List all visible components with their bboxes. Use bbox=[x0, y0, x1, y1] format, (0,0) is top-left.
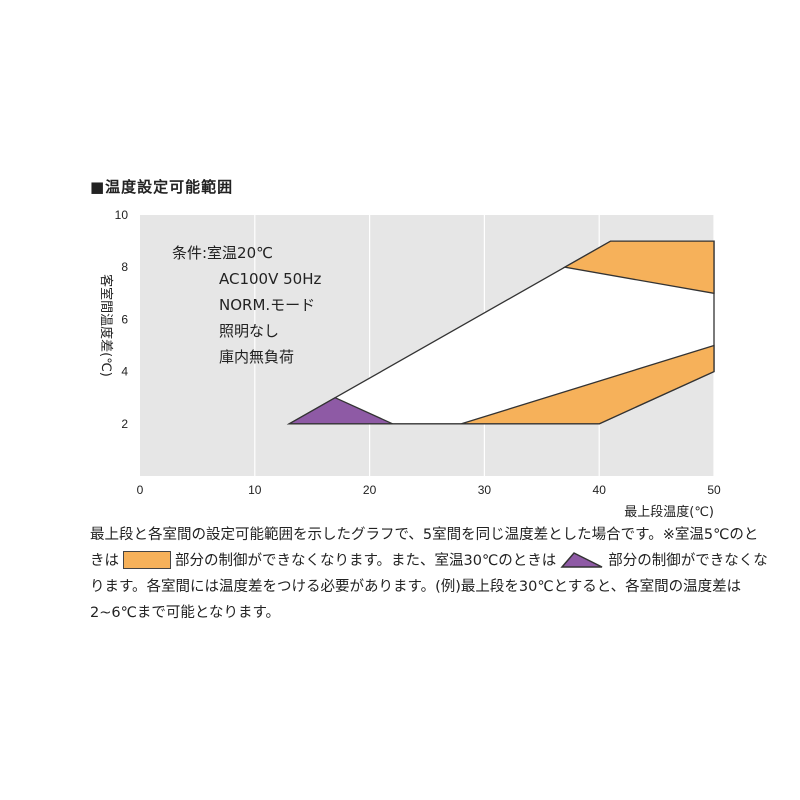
regions bbox=[286, 240, 715, 425]
y-axis-label: 客室間温度差(℃) bbox=[98, 274, 114, 377]
x-tick-50: 50 bbox=[707, 483, 721, 497]
region-orange-1 bbox=[562, 240, 715, 295]
x-tick-30: 30 bbox=[478, 483, 492, 497]
x-tick-0: 0 bbox=[137, 483, 144, 497]
tick-labels: 0 10 20 30 40 50 2 4 6 8 10 bbox=[115, 208, 721, 497]
y-tick-10: 10 bbox=[115, 208, 129, 222]
orange-swatch bbox=[123, 551, 171, 569]
y-tick-4: 4 bbox=[121, 365, 128, 379]
x-tick-10: 10 bbox=[248, 483, 262, 497]
y-tick-6: 6 bbox=[121, 312, 128, 326]
condition-line-0: 条件:室温20℃ bbox=[172, 244, 273, 262]
x-axis-label: 最上段温度(℃) bbox=[624, 504, 714, 520]
chart-title: ■温度設定可能範囲 bbox=[90, 178, 234, 196]
purple-swatch bbox=[560, 552, 603, 568]
y-tick-2: 2 bbox=[121, 417, 128, 431]
condition-line-4: 庫内無負荷 bbox=[219, 348, 294, 366]
region-purple-3 bbox=[286, 396, 393, 425]
caption-part2: 部分の制御ができなくなります。また、室温30℃のときは bbox=[175, 553, 557, 569]
condition-line-1: AC100V 50Hz bbox=[219, 270, 321, 288]
y-tick-8: 8 bbox=[121, 260, 128, 274]
condition-line-2: NORM.モード bbox=[219, 296, 315, 314]
x-tick-40: 40 bbox=[593, 483, 607, 497]
condition-line-3: 照明なし bbox=[219, 322, 279, 340]
caption-part3: 部分の制御ができなくなります。各室間には温度差をつける必要があります。(例)最上… bbox=[90, 553, 768, 621]
caption: 最上段と各室間の設定可能範囲を示したグラフで、5室間を同じ温度差とした場合です。… bbox=[90, 522, 770, 626]
x-tick-20: 20 bbox=[363, 483, 377, 497]
region-orange-2 bbox=[461, 344, 715, 425]
caption-part1: 最上段と各室間の設定可能範囲を示したグラフで、5室間を同じ温度差とした場合です。… bbox=[90, 527, 759, 569]
